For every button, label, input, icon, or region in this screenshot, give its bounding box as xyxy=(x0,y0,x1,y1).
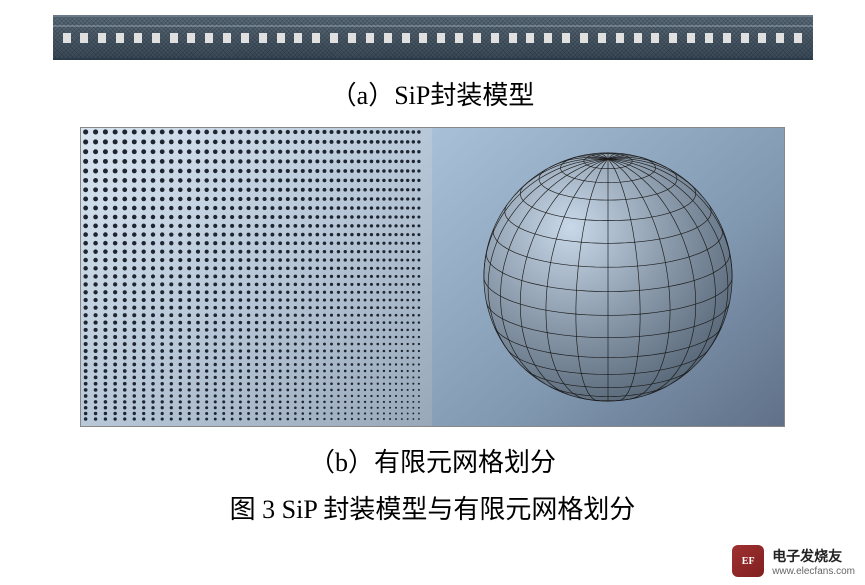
watermark-icon: EF xyxy=(732,545,764,577)
watermark: EF 电子发烧友 www.elecfans.com xyxy=(732,545,855,577)
ball-grid-array-panel xyxy=(81,128,432,426)
bar-solder-balls xyxy=(63,31,803,45)
sphere-mesh-svg xyxy=(468,137,748,417)
subfigure-a-caption: （a）SiP封装模型 xyxy=(331,75,535,112)
watermark-brand: 电子发烧友 xyxy=(772,546,855,566)
watermark-text: 电子发烧友 www.elecfans.com xyxy=(772,546,855,577)
subfigure-b-panels xyxy=(80,127,785,427)
bga-dot-grid xyxy=(81,128,432,426)
figure-main-caption: 图 3 SiP 封装模型与有限元网格划分 xyxy=(230,489,636,526)
figure-container: （a）SiP封装模型 （b）有限元网格划分 图 3 SiP 封装模型与有限元网格… xyxy=(0,0,865,585)
subfigure-b-caption: （b）有限元网格划分 xyxy=(309,442,556,479)
sip-package-model-bar xyxy=(53,15,813,60)
solder-ball-mesh-panel xyxy=(432,128,784,426)
watermark-url: www.elecfans.com xyxy=(772,566,855,577)
